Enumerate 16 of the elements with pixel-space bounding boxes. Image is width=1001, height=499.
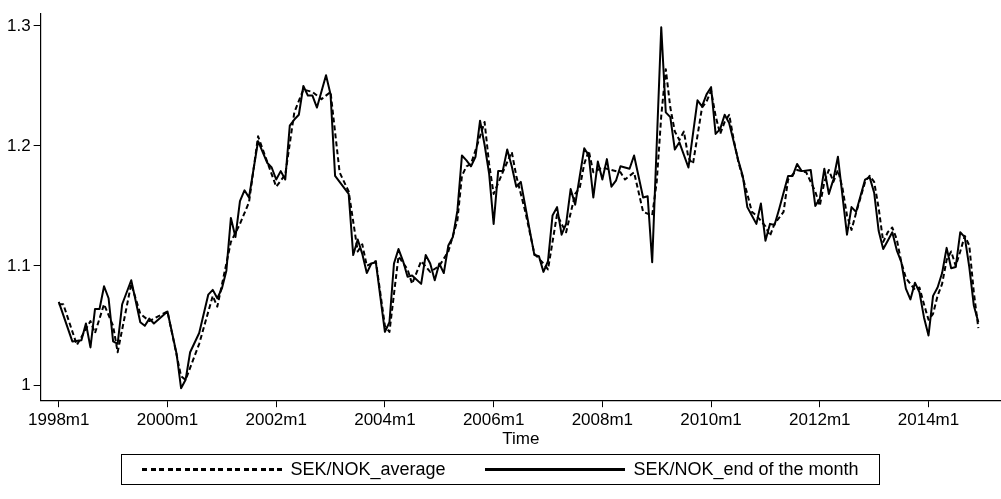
legend-label: SEK/NOK_average <box>290 459 446 480</box>
x-tick-label: 2010m1 <box>680 410 742 430</box>
y-tick-label: 1 <box>21 375 31 395</box>
x-tick-label: 2008m1 <box>571 410 634 430</box>
y-tick-label: 1.3 <box>6 15 31 35</box>
x-tick-label: 2000m1 <box>136 410 199 430</box>
y-tick-label: 1.1 <box>6 255 31 275</box>
x-tick-label: 2006m1 <box>462 410 525 430</box>
legend-label: SEK/NOK_end of the month <box>633 459 859 480</box>
y-tick-label: 1.2 <box>6 135 31 155</box>
x-tick-label: 1998m1 <box>28 410 90 430</box>
x-tick-label: 2014m1 <box>897 410 960 430</box>
x-tick-label: 2002m1 <box>245 410 307 430</box>
x-tick-label: 2012m1 <box>789 410 851 430</box>
x-tick-label: 2004m1 <box>354 410 416 430</box>
x-axis-title: Time <box>502 429 540 449</box>
